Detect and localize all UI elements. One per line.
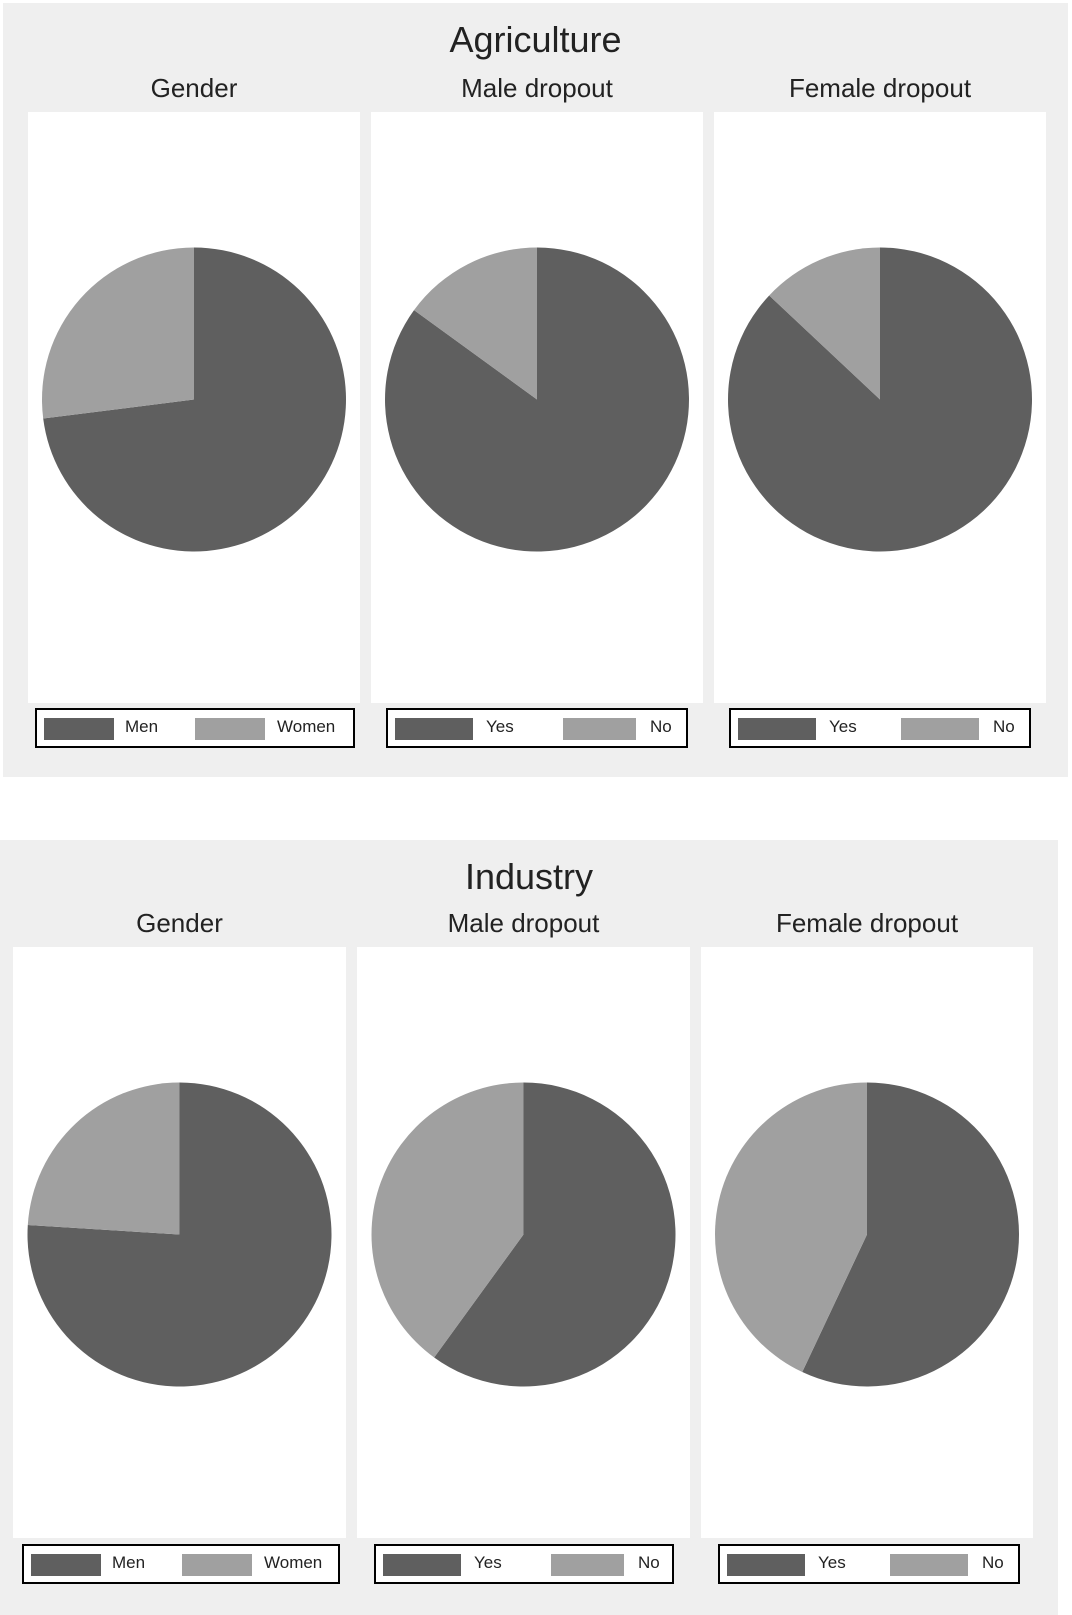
group-title: Industry — [464, 856, 594, 897]
panel-title: Male dropout — [447, 908, 600, 938]
group-title: Agriculture — [449, 19, 622, 60]
legend-label: Women — [277, 717, 336, 736]
pie-chart-agriculture-gender — [42, 247, 347, 552]
panel-title: Gender — [136, 908, 223, 938]
legend-swatch-dark — [738, 718, 816, 740]
legend-label: Women — [264, 1553, 323, 1572]
pie-slice-no — [715, 1082, 867, 1373]
legend-swatch-light — [901, 718, 979, 740]
legend-label: Yes — [474, 1553, 502, 1572]
legend-swatch-dark — [727, 1554, 805, 1576]
pie-chart-industry-female-dropout — [715, 1082, 1020, 1387]
legend-label: No — [650, 717, 672, 736]
chart-group-industry: Industry Gender Men Women Male dropout Y… — [0, 840, 1058, 1615]
legend-swatch-dark — [44, 718, 114, 740]
pie-chart-agriculture-male-dropout — [385, 247, 690, 552]
panel-title: Female dropout — [775, 908, 959, 938]
pie-slice-men — [43, 247, 347, 552]
legend: Men Women — [22, 1544, 340, 1584]
legend: Yes No — [729, 708, 1031, 748]
panel-title: Female dropout — [788, 73, 972, 103]
pie-slice-women — [27, 1082, 180, 1235]
legend-label: No — [982, 1553, 1004, 1572]
pie-chart-agriculture-female-dropout — [728, 247, 1033, 552]
legend: Yes No — [718, 1544, 1020, 1584]
legend-label: Yes — [818, 1553, 846, 1572]
legend-swatch-dark — [383, 1554, 461, 1576]
legend-swatch-light — [890, 1554, 968, 1576]
pie-slice-yes — [434, 1082, 676, 1387]
legend-swatch-light — [563, 718, 636, 740]
pie-slice-yes — [728, 247, 1033, 552]
legend-label: No — [638, 1553, 660, 1572]
legend-label: No — [993, 717, 1015, 736]
legend-swatch-light — [195, 718, 265, 740]
legend: Yes No — [386, 708, 688, 748]
plot-area — [357, 947, 690, 1538]
plot-area — [371, 112, 703, 703]
legend: Yes No — [374, 1544, 674, 1584]
pie-slice-yes — [385, 247, 690, 552]
plot-area — [13, 947, 346, 1538]
plot-area — [714, 112, 1046, 703]
legend-label: Men — [125, 717, 159, 736]
legend: Men Women — [35, 708, 355, 748]
legend-swatch-dark — [31, 1554, 101, 1576]
pie-slice-no — [371, 1082, 524, 1358]
legend-label: Yes — [486, 717, 514, 736]
legend-swatch-light — [551, 1554, 624, 1576]
legend-swatch-light — [182, 1554, 252, 1576]
pie-slice-no — [769, 247, 880, 400]
plot-area — [701, 947, 1033, 1538]
panel-title: Male dropout — [461, 73, 613, 103]
chart-group-agriculture: Agriculture Gender Men Women Male dropou… — [3, 3, 1068, 777]
pie-chart-industry-male-dropout — [371, 1082, 676, 1387]
legend-label: Men — [112, 1553, 146, 1572]
panel-title: Gender — [150, 73, 238, 103]
pie-slice-women — [42, 247, 194, 419]
legend-swatch-dark — [395, 718, 473, 740]
pie-chart-industry-gender — [27, 1082, 332, 1387]
plot-area — [28, 112, 360, 703]
pie-slice-no — [414, 247, 537, 400]
legend-label: Yes — [829, 717, 857, 736]
pie-slice-yes — [802, 1082, 1020, 1387]
pie-slice-men — [27, 1082, 332, 1387]
